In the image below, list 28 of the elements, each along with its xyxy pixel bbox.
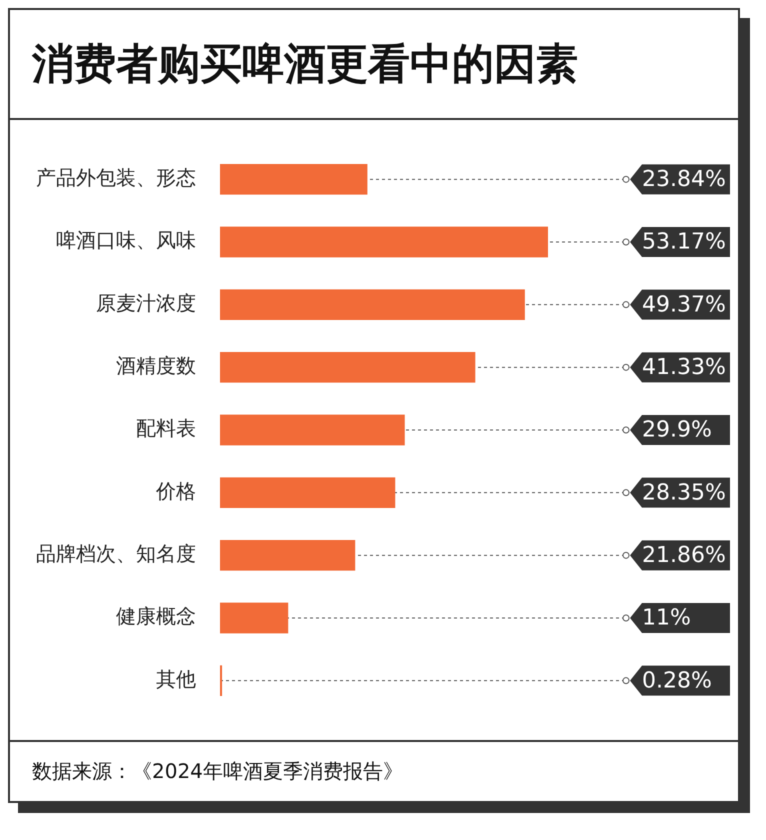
bar xyxy=(220,540,356,571)
bar xyxy=(220,289,525,320)
data-label: 11% xyxy=(642,606,691,631)
data-label: 23.84% xyxy=(642,167,726,192)
y-tick-label: 健康概念 xyxy=(116,604,196,628)
bar xyxy=(220,226,548,258)
bar xyxy=(220,164,368,195)
data-label: 0.28% xyxy=(642,668,712,694)
data-label: 41.33% xyxy=(642,355,726,380)
y-tick-label: 配料表 xyxy=(136,416,196,440)
data-label: 21.86% xyxy=(642,543,726,568)
y-tick-label: 啤酒口味、风味 xyxy=(56,228,196,252)
data-label: 29.9% xyxy=(642,418,712,443)
y-tick-label: 品牌档次、知名度 xyxy=(36,542,196,566)
y-tick-label: 酒精度数 xyxy=(116,354,196,378)
data-label: 28.35% xyxy=(642,480,726,506)
bar xyxy=(220,352,476,383)
chart-title: 消费者购买啤酒更看中的因素 xyxy=(10,10,738,120)
y-tick-label: 价格 xyxy=(155,478,196,503)
data-label: 49.37% xyxy=(642,292,726,318)
bar xyxy=(220,477,396,508)
bar xyxy=(220,414,405,446)
y-tick-label: 产品外包装、形态 xyxy=(36,166,196,190)
data-label: 53.17% xyxy=(642,230,726,255)
y-tick-label: 原麦汁浓度 xyxy=(96,290,196,315)
bar xyxy=(220,602,288,634)
source-note: 数据来源：《2024年啤酒夏季消费报告》 xyxy=(10,740,738,801)
y-tick-label: 其他 xyxy=(156,666,196,691)
